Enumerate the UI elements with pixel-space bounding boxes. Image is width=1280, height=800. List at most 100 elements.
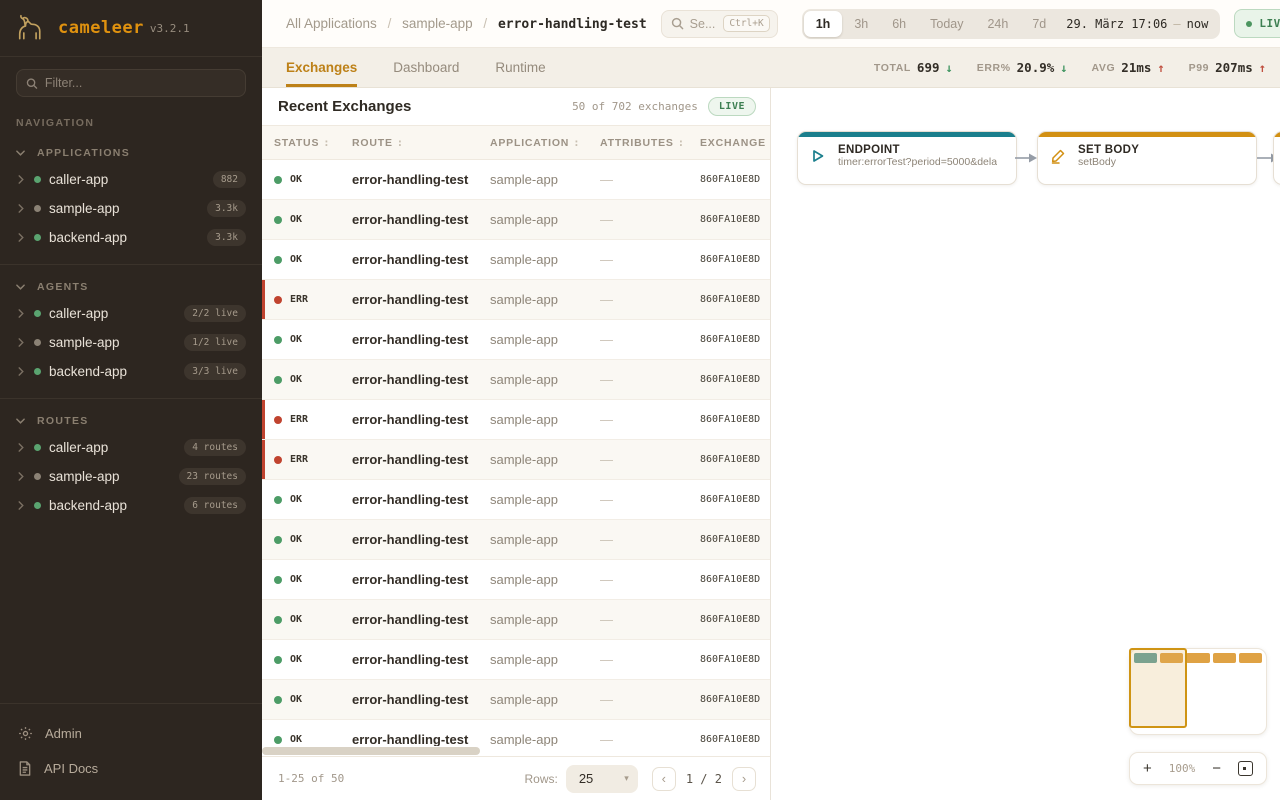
- chevron-right-icon: [18, 367, 24, 376]
- sidebar-item[interactable]: caller-app 4 routes: [0, 433, 262, 462]
- column-header[interactable]: STATUS:: [274, 137, 352, 149]
- status-text: OK: [290, 174, 303, 185]
- stat-value: 207ms: [1215, 60, 1253, 75]
- tabs: Exchanges Dashboard Runtime: [286, 48, 546, 87]
- sidebar-item[interactable]: sample-app 23 routes: [0, 462, 262, 491]
- flow-node-partial[interactable]: [1273, 131, 1280, 185]
- breadcrumb-all-applications[interactable]: All Applications: [286, 15, 377, 31]
- time-range-button[interactable]: 6h: [880, 11, 918, 37]
- exchanges-live-badge[interactable]: LIVE: [707, 97, 756, 116]
- stats-bar: TOTAL 699 ↓ ERR% 20.9% ↓ AVG 21ms ↑ P99 …: [874, 48, 1266, 87]
- table-row[interactable]: OK error-handling-test sample-app — 860F…: [262, 680, 770, 720]
- sidebar-item[interactable]: sample-app 3.3k: [0, 194, 262, 223]
- node-title: SET BODY: [1078, 144, 1140, 156]
- live-label: LIVE: [1259, 17, 1280, 30]
- status-text: OK: [290, 214, 303, 225]
- attributes-cell: —: [600, 212, 613, 227]
- section-header-agents[interactable]: AGENTS: [0, 275, 262, 299]
- table-row[interactable]: OK error-handling-test sample-app — 860F…: [262, 320, 770, 360]
- pagination-range: 1-25 of 50: [278, 772, 345, 785]
- route-flow-canvas[interactable]: ENDPOINT timer:errorTest?period=5000&del…: [770, 88, 1280, 800]
- live-toggle[interactable]: LIVE: [1234, 9, 1280, 38]
- attributes-cell: —: [600, 332, 613, 347]
- trend-arrow-icon: ↑: [1157, 60, 1165, 75]
- sort-icon: :: [677, 136, 685, 149]
- column-header[interactable]: ATTRIBUTES:: [600, 137, 700, 149]
- minimap-viewport[interactable]: [1129, 648, 1187, 728]
- status-text: OK: [290, 614, 303, 625]
- sidebar-item[interactable]: caller-app 882: [0, 165, 262, 194]
- scrollbar-thumb[interactable]: [262, 747, 480, 755]
- logo-row[interactable]: cameleer v3.2.1: [0, 0, 262, 57]
- gear-icon: [19, 727, 32, 740]
- zoom-out-button[interactable]: −: [1212, 760, 1221, 777]
- time-range-dates[interactable]: 29. März 17:06 — now: [1058, 17, 1218, 31]
- time-range-button[interactable]: 7d: [1020, 11, 1058, 37]
- table-row[interactable]: ERR error-handling-test sample-app — 860…: [262, 440, 770, 480]
- fit-view-icon[interactable]: [1237, 761, 1253, 776]
- sidebar-item[interactable]: sample-app 1/2 live: [0, 328, 262, 357]
- zoom-in-button[interactable]: +: [1143, 760, 1152, 777]
- table-row[interactable]: OK error-handling-test sample-app — 860F…: [262, 720, 770, 746]
- application-cell: sample-app: [490, 612, 558, 627]
- column-header[interactable]: EXCHANGE:: [700, 137, 770, 149]
- brand-version: v3.2.1: [149, 21, 190, 35]
- sidebar-item[interactable]: backend-app 3/3 live: [0, 357, 262, 386]
- section-header-applications[interactable]: APPLICATIONS: [0, 141, 262, 165]
- time-range-button[interactable]: 3h: [842, 11, 880, 37]
- table-row[interactable]: OK error-handling-test sample-app — 860F…: [262, 600, 770, 640]
- sidebar: cameleer v3.2.1 NAVIGATION APPLICATIONS: [0, 0, 262, 800]
- status-text: OK: [290, 654, 303, 665]
- item-badge: 2/2 live: [184, 305, 246, 322]
- search-shortcut-kbd: Ctrl+K: [723, 15, 770, 32]
- next-page-button[interactable]: ›: [732, 766, 756, 791]
- flow-node-set-body[interactable]: SET BODY setBody: [1037, 131, 1257, 185]
- global-search[interactable]: Se... Ctrl+K: [660, 9, 778, 38]
- sidebar-item[interactable]: backend-app 3.3k: [0, 223, 262, 252]
- table-row[interactable]: ERR error-handling-test sample-app — 860…: [262, 280, 770, 320]
- zoom-controls: + 100% −: [1129, 752, 1267, 785]
- time-range-button[interactable]: 1h: [803, 10, 843, 37]
- sidebar-item[interactable]: caller-app 2/2 live: [0, 299, 262, 328]
- sidebar-item[interactable]: backend-app 6 routes: [0, 491, 262, 520]
- section-header-routes[interactable]: ROUTES: [0, 409, 262, 433]
- sidebar-item-api-docs[interactable]: API Docs: [0, 751, 262, 786]
- route-cell: error-handling-test: [352, 732, 469, 746]
- section-items: caller-app 882 sample-app 3.3k backend-a…: [0, 165, 262, 252]
- breadcrumb-sample-app[interactable]: sample-app: [402, 15, 473, 31]
- pagination-bar: 1-25 of 50 Rows: 25 ▾ ‹ 1 / 2 ›: [262, 756, 770, 800]
- table-row[interactable]: OK error-handling-test sample-app — 860F…: [262, 160, 770, 200]
- table-row[interactable]: OK error-handling-test sample-app — 860F…: [262, 240, 770, 280]
- table-row[interactable]: OK error-handling-test sample-app — 860F…: [262, 360, 770, 400]
- flow-node-endpoint[interactable]: ENDPOINT timer:errorTest?period=5000&del…: [797, 131, 1017, 185]
- rows-per-page-select[interactable]: 25 ▾: [565, 764, 638, 793]
- attributes-cell: —: [600, 652, 613, 667]
- sidebar-item-admin[interactable]: Admin: [0, 716, 262, 751]
- table-row[interactable]: OK error-handling-test sample-app — 860F…: [262, 480, 770, 520]
- tab[interactable]: Dashboard: [393, 48, 459, 87]
- nav-section-agents: AGENTS caller-app 2/2 live sample-app: [0, 265, 262, 399]
- table-row[interactable]: OK error-handling-test sample-app — 860F…: [262, 520, 770, 560]
- table-row[interactable]: ERR error-handling-test sample-app — 860…: [262, 400, 770, 440]
- time-range-button[interactable]: Today: [918, 11, 975, 37]
- stat: ERR% 20.9% ↓: [977, 60, 1068, 75]
- chevron-down-icon: [16, 418, 25, 424]
- table-row[interactable]: OK error-handling-test sample-app — 860F…: [262, 200, 770, 240]
- tab[interactable]: Runtime: [495, 48, 545, 87]
- minimap[interactable]: [1129, 648, 1267, 735]
- prev-page-button[interactable]: ‹: [651, 766, 676, 791]
- column-header[interactable]: ROUTE:: [352, 137, 490, 149]
- sidebar-filter[interactable]: [16, 69, 246, 97]
- tab-label: Exchanges: [286, 59, 358, 75]
- item-label: sample-app: [49, 335, 120, 350]
- filter-input[interactable]: [44, 76, 236, 90]
- table-row[interactable]: OK error-handling-test sample-app — 860F…: [262, 560, 770, 600]
- time-range-button[interactable]: 24h: [975, 11, 1020, 37]
- column-header[interactable]: APPLICATION:: [490, 137, 600, 149]
- tab[interactable]: Exchanges: [286, 48, 358, 87]
- horizontal-scrollbar: [262, 746, 770, 756]
- exchange-id-cell: 860FA10E8D: [700, 174, 761, 185]
- live-dot: [1246, 20, 1253, 27]
- table-row[interactable]: OK error-handling-test sample-app — 860F…: [262, 640, 770, 680]
- route-cell: error-handling-test: [352, 612, 469, 627]
